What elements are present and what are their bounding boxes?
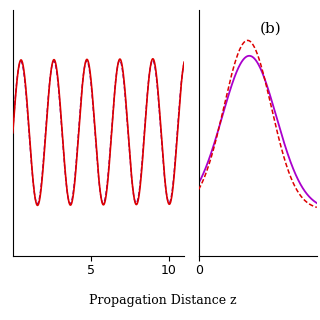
- Text: (b): (b): [260, 22, 282, 36]
- Text: Propagation Distance z: Propagation Distance z: [89, 294, 237, 307]
